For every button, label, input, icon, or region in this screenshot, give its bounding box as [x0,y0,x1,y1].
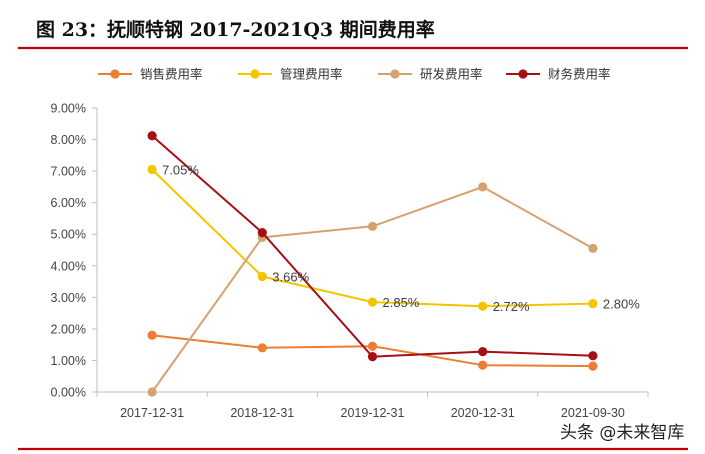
legend-label: 研发费用率 [420,67,483,82]
data-point [147,131,157,141]
data-point [257,343,267,353]
y-tick-label: 5.00% [51,228,86,242]
legend-label: 财务费用率 [548,67,611,82]
data-point [367,341,378,351]
data-labels: 7.05% 3.66% 2.85% 2.72% 2.80% [162,163,640,315]
series-layer [147,131,598,397]
data-point [588,243,598,254]
x-tick-label: 2017-12-31 [120,406,184,420]
data-point [257,271,267,282]
data-point [147,387,157,397]
y-tick-label: 6.00% [51,196,86,210]
x-tick-label: 2021-09-30 [561,406,625,420]
y-axis: 0.00% 1.00% 2.00% 3.00% 4.00% 5.00% 6.00% 7.00%… [51,102,98,400]
data-point [478,182,488,192]
data-point [478,301,488,311]
y-tick-label: 2.00% [51,322,86,336]
x-axis: 2017-12-31 2018-12-31 2019-12-31 2020-12-31… [96,391,649,420]
data-point [588,299,598,309]
x-tick-label: 2020-12-31 [451,406,515,420]
legend-marker [250,69,260,79]
legend-item: 管理费用率 [238,67,343,82]
series-销售费用率 [147,330,598,371]
y-tick-label: 0.00% [51,386,86,400]
legend-marker [110,69,120,79]
y-tick-label: 9.00% [51,102,86,116]
series-line [151,168,593,308]
data-point [478,347,488,357]
legend-marker [518,69,528,79]
series-财务费用率 [147,131,598,362]
series-管理费用率 [147,164,598,311]
x-tick-label: 2018-12-31 [230,406,294,420]
y-tick-label: 3.00% [51,291,86,305]
legend-item: 研发费用率 [378,67,483,82]
y-tick-label: 8.00% [51,133,86,147]
y-tick-label: 1.00% [51,354,86,368]
figure-title: 图 23：抚顺特钢 2017-2021Q3 期间费用率 [36,18,435,41]
data-label: 3.66% [272,270,309,285]
data-point [478,360,488,370]
data-point [588,351,598,361]
legend-item: 销售费用率 [98,67,203,82]
legend: 销售费用率 管理费用率 研发费用率 财务费用率 [98,67,611,82]
legend-label: 销售费用率 [140,67,203,82]
y-tick-label: 7.00% [51,165,86,179]
data-label: 2.85% [383,295,420,310]
data-label: 7.05% [162,163,199,178]
watermark-text: 头条 @未来智库 [560,423,684,443]
series-研发费用率 [147,182,598,397]
legend-item: 财务费用率 [506,67,611,82]
data-point [257,228,267,238]
data-point [588,361,598,371]
data-point [147,164,157,175]
data-point [367,221,378,231]
y-tick-label: 4.00% [51,259,86,273]
data-point [367,352,378,362]
data-point [147,330,157,340]
data-point [367,297,378,307]
watermark: 头条 @未来智库 [560,423,684,443]
legend-label: 管理费用率 [280,67,343,82]
data-label: 2.72% [493,299,530,314]
legend-marker [390,69,400,79]
series-line [151,135,593,358]
data-label: 2.80% [603,297,640,312]
x-tick-label: 2019-12-31 [341,406,405,420]
